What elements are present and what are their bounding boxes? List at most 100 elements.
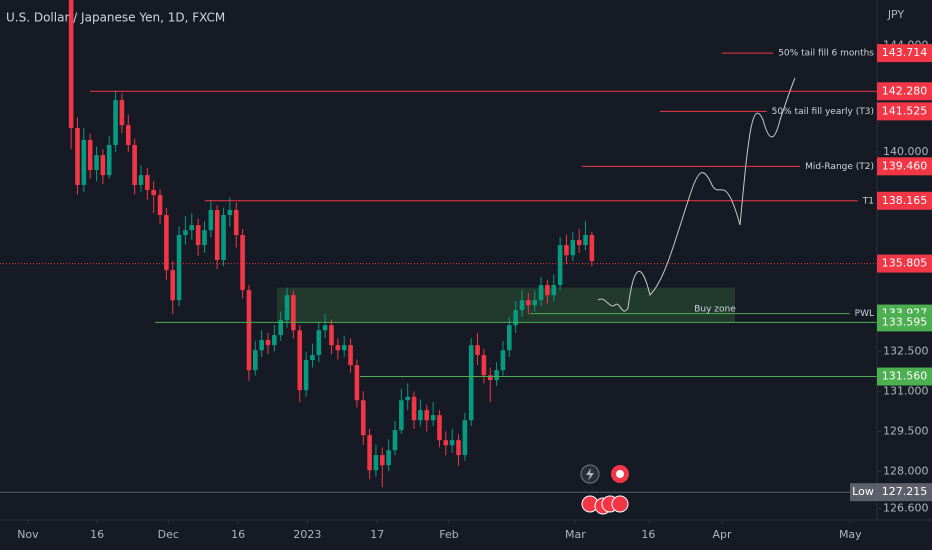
- candle-body: [462, 420, 468, 456]
- candle-body: [468, 345, 474, 421]
- candle-body: [329, 325, 334, 346]
- candle-body: [272, 335, 277, 346]
- candle-body: [176, 234, 182, 301]
- candle-body: [386, 450, 391, 466]
- candle-body: [576, 240, 582, 246]
- candle-body: [481, 355, 487, 376]
- candle-body: [303, 360, 309, 391]
- candle-body: [354, 365, 360, 401]
- level-tag: Low: [852, 485, 874, 498]
- candle-body: [551, 285, 557, 296]
- candle-body: [227, 209, 233, 216]
- level-text: 50% tail fill yearly (T3): [772, 107, 874, 117]
- candle-body: [278, 320, 283, 336]
- candle-body: [125, 125, 131, 146]
- y-tick-label: 140.000: [883, 145, 929, 158]
- candle-body: [456, 440, 461, 456]
- candle-body: [157, 195, 163, 216]
- candle-body: [557, 245, 563, 286]
- candle-body: [252, 350, 258, 371]
- price-box: [877, 102, 932, 121]
- candle-body: [538, 285, 544, 301]
- candle-body: [507, 325, 512, 351]
- candle-body: [513, 310, 518, 326]
- candle-body: [449, 440, 455, 446]
- candle-body: [424, 410, 430, 421]
- price-box: [877, 82, 932, 101]
- event-icons: [580, 464, 629, 515]
- y-tick-label: 132.500: [883, 345, 929, 358]
- candle-body: [360, 400, 366, 436]
- candle-body: [189, 225, 195, 231]
- candle-body: [119, 100, 125, 126]
- candle-body: [418, 410, 423, 421]
- event-icon: [616, 470, 624, 478]
- candle-body: [341, 345, 347, 351]
- x-tick-label: 16: [641, 528, 655, 541]
- plot-area: [0, 0, 877, 493]
- candle-body: [208, 209, 214, 231]
- price-box: [877, 313, 932, 332]
- x-tick-label: Mar: [565, 528, 586, 541]
- candle-body: [170, 270, 176, 301]
- candle-body: [443, 440, 449, 446]
- candle-body: [259, 340, 264, 351]
- x-tick-label: 17: [370, 528, 384, 541]
- candle-body: [164, 215, 169, 271]
- price-box-label: 141.525: [882, 104, 928, 117]
- price-box: [877, 367, 932, 386]
- candle-body: [399, 400, 404, 431]
- price-box-label: 139.460: [882, 159, 928, 172]
- candle-body: [106, 145, 112, 176]
- y-tick-label: 131.000: [883, 384, 929, 397]
- price-box-label: 127.215: [882, 485, 928, 498]
- candle-body: [265, 340, 271, 346]
- event-icon: [586, 468, 594, 481]
- price-box: [877, 191, 932, 210]
- candle-body: [373, 455, 379, 471]
- level-text: PWL: [855, 309, 874, 319]
- x-tick-label: May: [839, 528, 862, 541]
- candle-body: [519, 300, 525, 311]
- candle-body: [411, 396, 417, 421]
- price-box: [877, 254, 932, 273]
- x-tick-label: Nov: [17, 528, 39, 541]
- x-tick-label: Apr: [713, 528, 733, 541]
- candle-body: [68, 0, 74, 129]
- candle-body: [437, 415, 442, 441]
- candle-body: [335, 345, 341, 351]
- chart-title: U.S. Dollar / Japanese Yen, 1D, FXCM: [6, 11, 225, 25]
- level-text: 50% tail fill 6 months: [778, 49, 874, 59]
- candle-body: [151, 190, 156, 196]
- candle-body: [392, 430, 398, 451]
- price-box-label: 142.280: [882, 84, 928, 97]
- candle-body: [202, 230, 207, 246]
- candle-body: [81, 139, 87, 185]
- candle-body: [367, 435, 372, 471]
- candle-body: [500, 350, 506, 371]
- buy-zone-label: Buy zone: [694, 304, 736, 314]
- candle-body: [564, 245, 569, 256]
- y-tick-label: 129.500: [883, 424, 929, 437]
- candle-body: [246, 290, 252, 371]
- projection-path: [597, 77, 796, 312]
- candle-body: [379, 455, 385, 466]
- candle-body: [532, 300, 538, 306]
- x-tick-label: 16: [90, 528, 104, 541]
- candle-body: [487, 375, 493, 381]
- level-text: T1: [862, 196, 874, 206]
- candle-body: [545, 285, 550, 296]
- candle-body: [132, 145, 137, 185]
- level-text: Mid-Range (T2): [805, 162, 874, 172]
- candle-body: [145, 175, 150, 191]
- price-box-label: 131.560: [882, 370, 928, 383]
- price-box-label: 143.714: [882, 46, 928, 59]
- candle-body: [430, 415, 436, 421]
- candle-body: [405, 396, 411, 401]
- y-tick-label: 126.600: [883, 502, 929, 515]
- candle-body: [316, 330, 322, 356]
- price-box: [877, 157, 932, 176]
- price-box-label: 135.805: [882, 257, 928, 270]
